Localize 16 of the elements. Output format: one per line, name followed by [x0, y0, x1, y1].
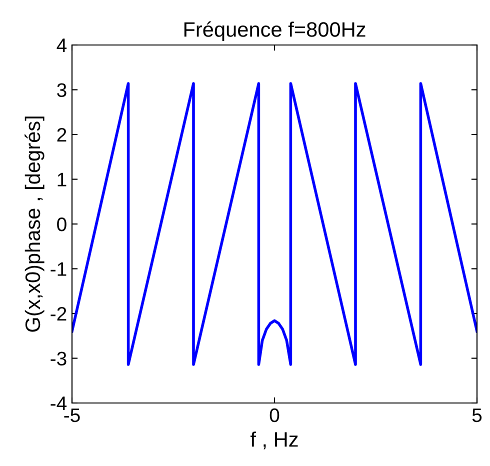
- y-tick-label: 3: [57, 83, 66, 97]
- y-axis-title: G(x,x0)phase , [degrés]: [24, 116, 44, 332]
- y-tick-label: 4: [56, 38, 67, 52]
- x-tick-label: -5: [64, 408, 80, 422]
- x-axis-title: f , Hz: [250, 432, 298, 450]
- line-series: [72, 82, 477, 366]
- x-tick-label: 0: [270, 408, 280, 422]
- y-tick-label: 1: [58, 172, 66, 186]
- x-tick-label: 5: [472, 408, 482, 422]
- y-tick-label: 2: [57, 128, 66, 142]
- y-tick-label: -2: [50, 306, 66, 321]
- chart-title: Fréquence f=800Hz: [184, 21, 366, 41]
- y-tick-label: -4: [50, 396, 67, 410]
- y-tick-label: 0: [57, 217, 66, 232]
- y-tick-label: -3: [50, 352, 66, 366]
- y-tick-label: -1: [50, 262, 66, 276]
